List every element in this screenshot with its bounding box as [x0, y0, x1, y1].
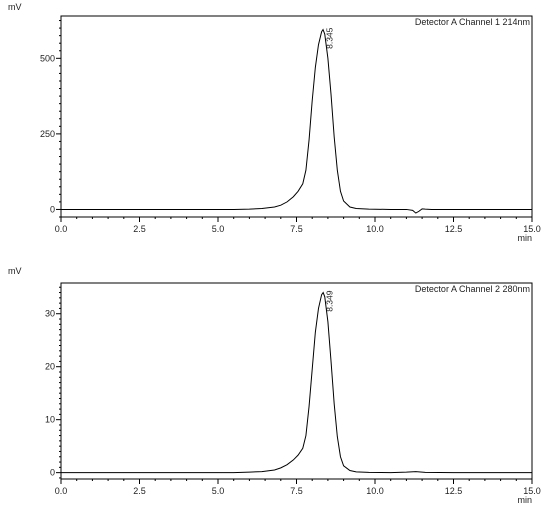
y-tick-label: 30 [45, 309, 55, 319]
x-tick-label: 10.0 [366, 486, 384, 496]
x-axis-unit-label: min [517, 495, 532, 505]
x-tick-label: 12.5 [445, 486, 463, 496]
y-axis-unit-label: mV [8, 2, 22, 12]
x-tick-label: 5.0 [212, 486, 225, 496]
y-tick-label: 20 [45, 362, 55, 372]
x-tick-label: 15.0 [523, 224, 541, 234]
y-axis-unit-label: mV [8, 266, 22, 276]
peak-retention-time-label: 8.345 [324, 27, 334, 49]
x-tick-label: 2.5 [133, 486, 146, 496]
chromatogram-trace [61, 28, 532, 214]
x-axis-unit-label: min [517, 233, 532, 243]
x-tick-label: 7.5 [290, 486, 303, 496]
chromatogram-trace [61, 291, 532, 474]
y-tick-label: 10 [45, 415, 55, 425]
y-tick-label: 0 [50, 204, 55, 214]
x-tick-label: 12.5 [445, 224, 463, 234]
x-tick-label: 5.0 [212, 224, 225, 234]
peak-retention-time-label: 8.349 [325, 290, 335, 312]
detector-channel-label: Detector A Channel 2 280nm [415, 284, 530, 294]
x-tick-label: 10.0 [366, 224, 384, 234]
y-tick-label: 500 [40, 53, 55, 63]
y-tick-label: 0 [50, 468, 55, 478]
x-tick-label: 0.0 [55, 486, 68, 496]
detector-channel-label: Detector A Channel 1 214nm [415, 17, 530, 27]
x-tick-label: 0.0 [55, 224, 68, 234]
x-tick-label: 7.5 [290, 224, 303, 234]
x-tick-label: 15.0 [523, 486, 541, 496]
x-tick-label: 2.5 [133, 224, 146, 234]
y-tick-label: 250 [40, 129, 55, 139]
